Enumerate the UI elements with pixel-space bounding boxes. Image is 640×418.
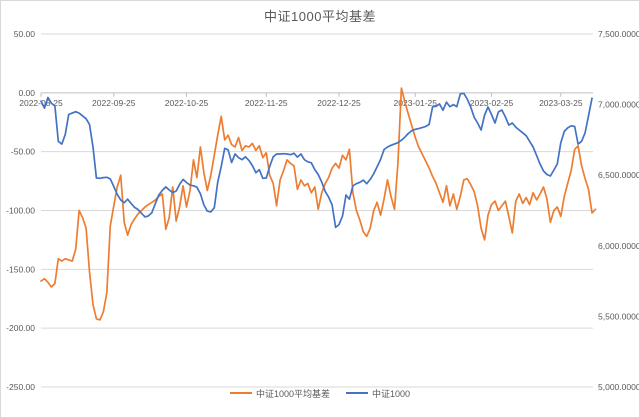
x-axis-tick-label: 2023-03-25 — [539, 98, 583, 108]
right-axis-tick-label: 6,000.0000 — [598, 241, 640, 251]
left-axis-tick-label: 50.00 — [14, 29, 36, 39]
x-axis-tick-label: 2023-01-25 — [394, 98, 438, 108]
left-axis-tick-label: -200.00 — [6, 323, 35, 333]
x-axis-tick-label: 2022-12-25 — [317, 98, 361, 108]
right-axis-tick-label: 7,000.0000 — [598, 100, 640, 110]
legend-label-csi1000: 中证1000 — [372, 388, 411, 399]
series-line-csi1000 — [40, 92, 593, 229]
x-axis-tick-label: 2022-11-25 — [245, 98, 288, 108]
x-axis-tick-label: 2023-02-25 — [470, 98, 514, 108]
left-axis-tick-label: -50.00 — [11, 147, 35, 157]
right-axis-tick-label: 6,500.0000 — [598, 170, 640, 180]
chart-title: 中证1000平均基差 — [264, 9, 376, 24]
left-axis-tick-label: -100.00 — [6, 206, 35, 216]
x-axis-tick-label: 2022-09-25 — [92, 98, 136, 108]
series-line-basis — [40, 87, 597, 321]
legend-label-basis: 中证1000平均基差 — [255, 388, 330, 399]
left-axis-tick-label: -150.00 — [6, 264, 35, 274]
left-axis-tick-label: 0.00 — [18, 88, 35, 98]
legend-line-swatch-csi1000-icon — [346, 392, 368, 394]
legend-item-csi1000: 中证1000 — [346, 387, 410, 400]
x-axis-tick-label: 2022-10-25 — [165, 98, 209, 108]
chart-legend: 中证1000平均基差 中证1000 — [1, 385, 639, 401]
legend-line-swatch-basis-icon — [229, 392, 252, 394]
right-axis-tick-label: 5,500.0000 — [598, 311, 640, 321]
left-axis-tick-label: -250.00 — [6, 382, 35, 392]
right-axis-tick-label: 5,000.0000 — [598, 382, 640, 392]
right-axis-tick-label: 7,500.0000 — [598, 29, 640, 39]
legend-item-basis: 中证1000平均基差 — [229, 387, 330, 400]
